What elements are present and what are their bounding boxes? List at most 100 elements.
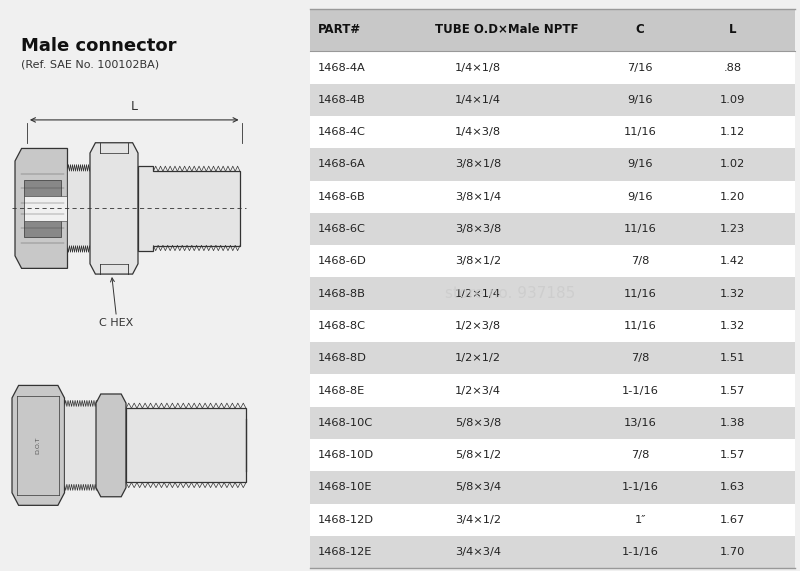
Text: L: L [130, 100, 138, 113]
Text: 1468-10C: 1468-10C [318, 418, 373, 428]
Polygon shape [138, 166, 240, 251]
Text: 1.32: 1.32 [720, 321, 745, 331]
Text: 7/8: 7/8 [631, 353, 649, 363]
Text: 1/4×1/4: 1/4×1/4 [455, 95, 501, 105]
Text: 1/2×1/4: 1/2×1/4 [455, 288, 501, 299]
Polygon shape [67, 164, 91, 252]
Bar [310, 116, 795, 148]
Text: 9/16: 9/16 [627, 95, 653, 105]
Text: (Ref. SAE No. 100102BA): (Ref. SAE No. 100102BA) [21, 60, 159, 70]
Text: 1.02: 1.02 [720, 159, 745, 170]
Text: 3/8×1/8: 3/8×1/8 [455, 159, 502, 170]
Text: C HEX: C HEX [99, 317, 134, 328]
Text: 1.23: 1.23 [720, 224, 745, 234]
Text: 11/16: 11/16 [624, 288, 656, 299]
Text: 5/8×3/8: 5/8×3/8 [455, 418, 502, 428]
Text: 3/8×1/4: 3/8×1/4 [455, 192, 501, 202]
Bar [310, 84, 795, 116]
Text: 7/8: 7/8 [631, 450, 649, 460]
Text: 1468-6A: 1468-6A [318, 159, 366, 170]
Text: 1/4×1/8: 1/4×1/8 [455, 63, 501, 73]
Text: 1468-6B: 1468-6B [318, 192, 366, 202]
Text: 1-1/16: 1-1/16 [622, 482, 658, 492]
Text: 3/4×1/2: 3/4×1/2 [455, 514, 501, 525]
Bar [310, 51, 795, 84]
Text: 1.42: 1.42 [720, 256, 745, 266]
Bar [310, 342, 795, 375]
Text: 1468-12D: 1468-12D [318, 514, 374, 525]
Text: PART#: PART# [318, 23, 361, 37]
Text: 1.09: 1.09 [720, 95, 745, 105]
Text: 9/16: 9/16 [627, 192, 653, 202]
Text: 1468-4A: 1468-4A [318, 63, 366, 73]
Text: 5/8×1/2: 5/8×1/2 [455, 450, 501, 460]
Bar [310, 309, 795, 342]
Text: 1″: 1″ [634, 514, 646, 525]
Polygon shape [90, 143, 138, 274]
Polygon shape [96, 394, 126, 497]
Text: 1468-12E: 1468-12E [318, 547, 372, 557]
Text: 1.32: 1.32 [720, 288, 745, 299]
Text: 1468-4B: 1468-4B [318, 95, 366, 105]
Text: 11/16: 11/16 [624, 321, 656, 331]
Text: 3/8×1/2: 3/8×1/2 [455, 256, 501, 266]
Text: 5/8×3/4: 5/8×3/4 [455, 482, 501, 492]
Text: 1468-8C: 1468-8C [318, 321, 366, 331]
Bar [310, 9, 795, 51]
Text: 1468-10D: 1468-10D [318, 450, 374, 460]
Polygon shape [15, 148, 67, 268]
Text: 1468-4C: 1468-4C [318, 127, 366, 137]
Text: 13/16: 13/16 [624, 418, 656, 428]
Text: store no. 937185: store no. 937185 [445, 286, 575, 301]
Bar [310, 407, 795, 439]
Text: Male connector: Male connector [21, 37, 177, 55]
Bar [310, 278, 795, 309]
Text: 1.20: 1.20 [720, 192, 745, 202]
Text: 1468-8D: 1468-8D [318, 353, 366, 363]
Text: 11/16: 11/16 [624, 127, 656, 137]
Polygon shape [65, 400, 98, 490]
Text: 1-1/16: 1-1/16 [622, 385, 658, 396]
Text: L: L [729, 23, 736, 37]
Text: 7/8: 7/8 [631, 256, 649, 266]
Bar [310, 245, 795, 278]
Text: 9/16: 9/16 [627, 159, 653, 170]
Text: 1/2×3/8: 1/2×3/8 [455, 321, 501, 331]
Bar [24, 180, 62, 237]
Text: 3/8×3/8: 3/8×3/8 [455, 224, 502, 234]
Text: 1/4×3/8: 1/4×3/8 [455, 127, 501, 137]
Text: 1468-10E: 1468-10E [318, 482, 372, 492]
Bar [310, 471, 795, 504]
Bar [24, 196, 67, 221]
Text: 1.63: 1.63 [720, 482, 745, 492]
Text: 1468-6C: 1468-6C [318, 224, 366, 234]
Bar [310, 439, 795, 471]
Text: 1.67: 1.67 [720, 514, 745, 525]
Text: 1/2×3/4: 1/2×3/4 [455, 385, 501, 396]
Bar [310, 536, 795, 568]
Text: 1-1/16: 1-1/16 [622, 547, 658, 557]
Text: 1468-8E: 1468-8E [318, 385, 365, 396]
Text: 1/2×1/2: 1/2×1/2 [455, 353, 501, 363]
Text: 11/16: 11/16 [624, 224, 656, 234]
Bar [126, 408, 246, 482]
Text: TUBE O.D×Male NPTF: TUBE O.D×Male NPTF [435, 23, 578, 37]
Text: 1.38: 1.38 [720, 418, 745, 428]
Text: 1.57: 1.57 [720, 385, 745, 396]
Text: 7/16: 7/16 [627, 63, 653, 73]
Text: C: C [636, 23, 644, 37]
Text: 1468-8B: 1468-8B [318, 288, 366, 299]
Bar [310, 504, 795, 536]
Bar [310, 180, 795, 213]
Text: D.O.T: D.O.T [36, 437, 41, 454]
Text: 3/4×3/4: 3/4×3/4 [455, 547, 501, 557]
Bar [310, 213, 795, 245]
Text: .88: .88 [723, 63, 742, 73]
Text: 1468-6D: 1468-6D [318, 256, 366, 266]
Text: 1.57: 1.57 [720, 450, 745, 460]
Bar [310, 148, 795, 180]
Bar [310, 375, 795, 407]
Text: 1.12: 1.12 [720, 127, 745, 137]
Text: 1.70: 1.70 [720, 547, 745, 557]
Text: 1.51: 1.51 [720, 353, 745, 363]
